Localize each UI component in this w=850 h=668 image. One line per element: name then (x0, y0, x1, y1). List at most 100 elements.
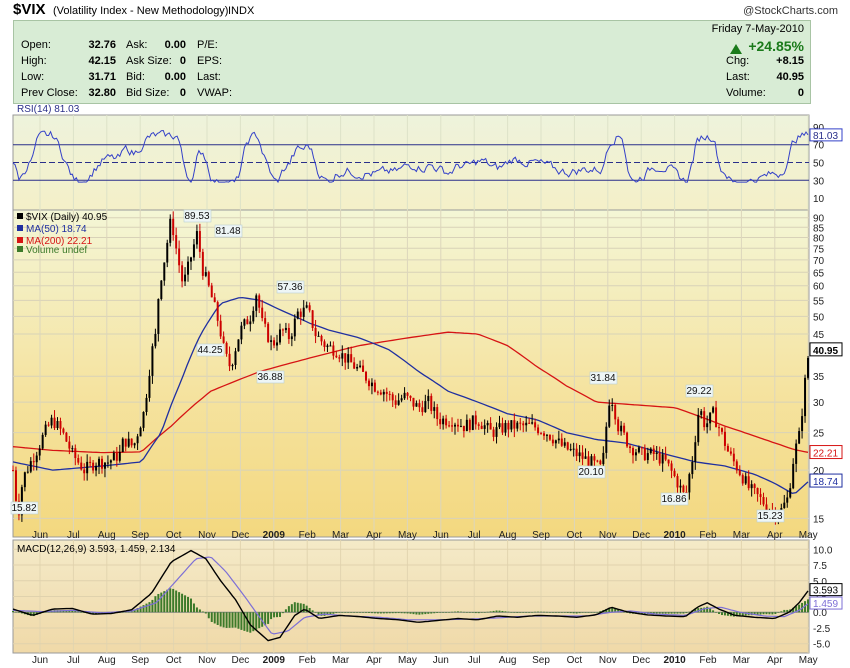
candle-body (359, 365, 362, 367)
macd-histogram-bar (798, 604, 801, 613)
candle-body (192, 244, 195, 258)
asksize-value: 0 (179, 55, 186, 67)
rsi-y-tick: 10 (813, 194, 825, 205)
annotation-box (256, 370, 285, 384)
macd-value-box (809, 596, 843, 610)
candle-body (145, 397, 148, 413)
macd-histogram-bar (664, 612, 667, 614)
candle-body (489, 422, 492, 430)
candle-body (519, 422, 522, 424)
candle-body (169, 218, 172, 243)
macd-histogram-bar (29, 612, 32, 616)
annotation-box (589, 371, 618, 385)
candle-body (95, 465, 98, 471)
candle-body (578, 452, 581, 457)
macd-x-tick: Sep (532, 655, 550, 666)
macd-histogram-bar (412, 612, 415, 615)
candle-body (213, 297, 216, 303)
candle-body (98, 458, 101, 466)
macd-x-tick: Oct (166, 655, 182, 666)
price-x-tick: May (799, 530, 818, 541)
price-x-tick: Feb (699, 530, 717, 541)
candle-body (308, 305, 311, 311)
macd-x-tick: Mar (332, 655, 350, 666)
ma200-line (12, 331, 809, 454)
macd-histogram-bar (178, 592, 181, 613)
legend-entry: $VIX (Daily) 40.95 (26, 212, 108, 223)
macd-histogram-bar (424, 612, 427, 615)
macd-histogram-bar (584, 612, 587, 613)
macd-histogram-bar (792, 607, 795, 613)
candle-body (80, 462, 83, 470)
macd-x-tick: Jun (32, 655, 48, 666)
candle-body (376, 391, 379, 393)
macd-histogram-bar (498, 610, 501, 613)
candle-body (50, 417, 53, 426)
candle-body (178, 248, 181, 266)
macd-y-tick: 7.5 (813, 561, 827, 572)
candle-body (798, 431, 801, 444)
macd-histogram-bar (293, 602, 296, 613)
macd-line (12, 549, 809, 642)
macd-histogram-bar (379, 612, 382, 614)
macd-histogram-bar (436, 612, 439, 613)
value-label-box (809, 473, 843, 488)
candle-body (676, 476, 679, 488)
volume-value: 0 (797, 87, 804, 99)
macd-histogram-bar (367, 612, 370, 613)
macd-histogram-bar (400, 612, 403, 614)
candle-body (442, 418, 445, 425)
macd-histogram-bar (222, 612, 225, 628)
pe-label: P/E: (197, 39, 218, 51)
macd-histogram-bar (350, 612, 353, 613)
macd-value-box (809, 583, 843, 597)
candle-body (560, 438, 563, 446)
credit-text[interactable]: @StockCharts.com (743, 5, 838, 17)
macd-histogram-bar (311, 610, 314, 613)
macd-histogram-bar (255, 612, 258, 630)
macd-histogram-bar (516, 612, 519, 613)
macd-x-tick: 2009 (263, 655, 286, 666)
candle-body (620, 425, 623, 432)
candle-body (362, 365, 365, 372)
candle-body (278, 329, 281, 343)
macd-x-tick: Dec (232, 655, 250, 666)
price-annotation: 36.88 (257, 372, 282, 383)
macd-histogram-bar (658, 612, 661, 614)
macd-value-label: 3.593 (813, 586, 838, 597)
macd-histogram-bar (433, 612, 436, 614)
macd-histogram-bar (759, 612, 762, 615)
candle-body (89, 461, 92, 463)
symbol-name: (Volatility Index - New Methodology) (53, 5, 229, 17)
candle-body (652, 448, 655, 455)
candle-body (584, 456, 587, 459)
candle-body (189, 257, 192, 262)
candle-body (264, 318, 267, 324)
macd-histogram-bar (590, 612, 593, 613)
candle-body (807, 357, 810, 378)
price-y-tick: 55 (813, 296, 825, 307)
macd-histogram-bar (741, 612, 744, 616)
low-label: Low: (21, 71, 45, 83)
candle-body (210, 285, 213, 298)
price-annotation: 15.23 (757, 511, 782, 522)
macd-histogram-bar (314, 612, 317, 613)
price-y-tick: 45 (813, 330, 825, 341)
macd-histogram-bar (335, 612, 338, 614)
macd-histogram-bar (510, 612, 513, 613)
macd-histogram-bar (738, 612, 741, 616)
macd-histogram-bar (385, 612, 388, 614)
candle-body (35, 455, 38, 463)
candle-body (284, 327, 287, 331)
macd-histogram-bar (213, 612, 216, 624)
macd-y-tick: 0.0 (813, 608, 827, 619)
candle-body (516, 422, 519, 429)
candle-body (608, 405, 611, 427)
bid-label: Bid: (126, 71, 145, 83)
candle-body (631, 448, 634, 456)
macd-histogram-bar (187, 596, 190, 613)
macd-histogram-bar (240, 612, 243, 630)
candle-body (12, 470, 14, 472)
candle-body (415, 403, 418, 407)
macd-histogram-bar (139, 606, 142, 613)
